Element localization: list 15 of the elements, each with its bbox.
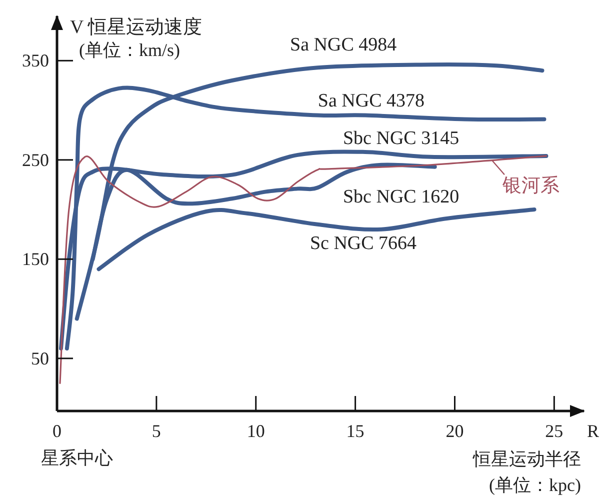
x-tick-label: 0	[52, 421, 62, 441]
x-tick-label: 25	[545, 421, 564, 441]
x-tick-label: 15	[346, 421, 364, 441]
x-tick-label: 20	[446, 421, 464, 441]
y-tick-label: 50	[31, 348, 49, 368]
x-tick-label: 5	[152, 421, 161, 441]
y-tick-label: 150	[22, 249, 49, 270]
text: 星系中心	[41, 448, 113, 468]
x-axis-title: R	[587, 421, 600, 441]
legend-label: 银河系	[501, 176, 560, 197]
y-tick-label: 250	[22, 150, 49, 170]
y-axis-title: V 恒星运动速度 (单位：km/s)	[70, 16, 202, 60]
y-tick-label: 350	[22, 50, 49, 71]
text: 恒星运动半径 (单位：kpc)	[472, 449, 581, 495]
x-tick-label: 10	[246, 421, 265, 441]
